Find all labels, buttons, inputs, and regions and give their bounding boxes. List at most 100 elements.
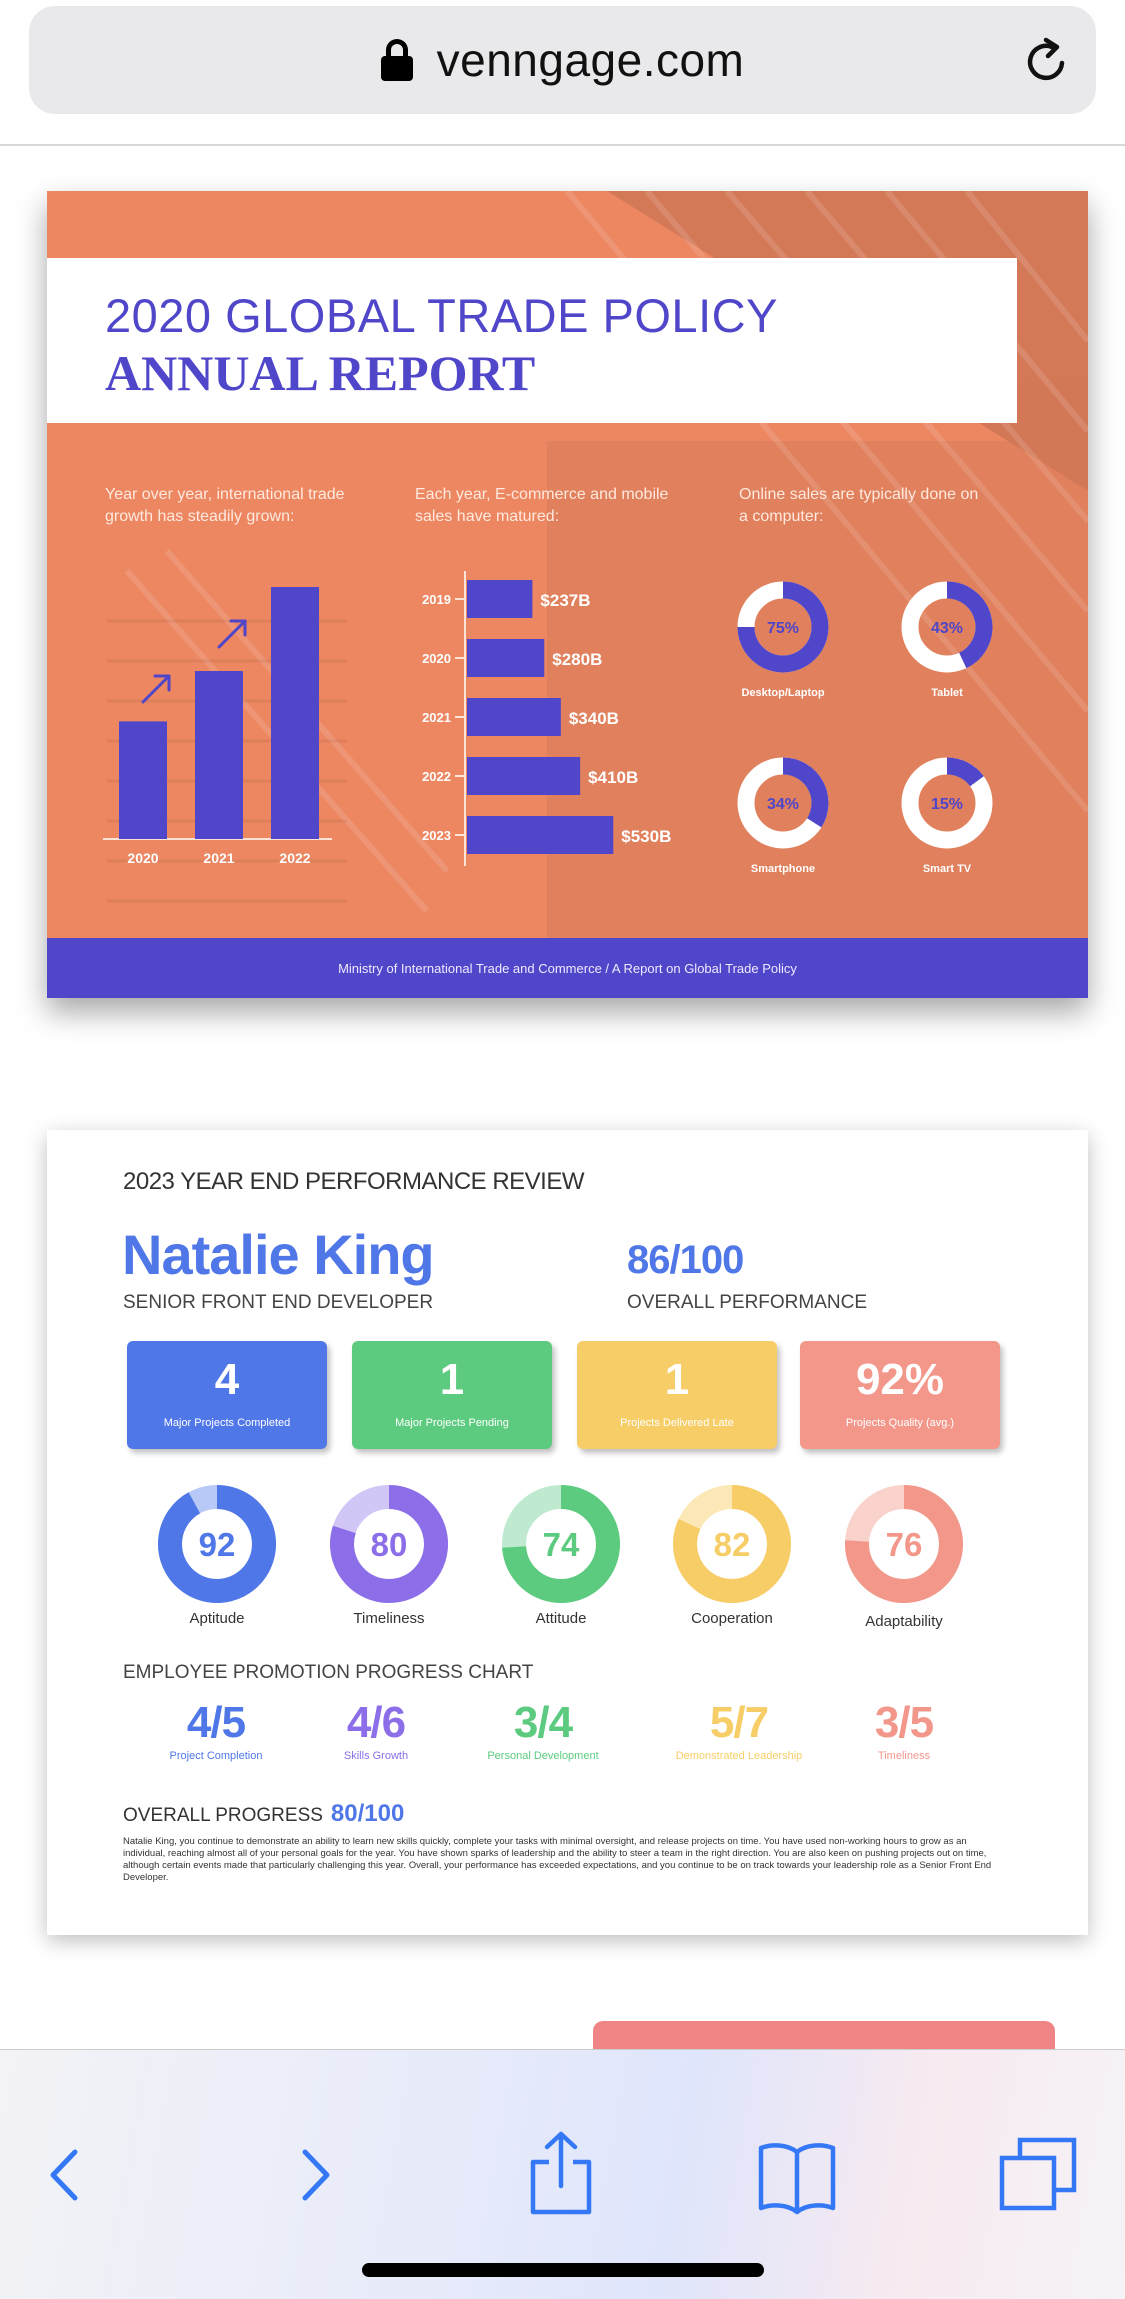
employee-role: SENIOR FRONT END DEVELOPER [123,1292,434,1313]
promo-label: Timeliness [877,1750,931,1762]
browser-top-bar: venngage.com [0,0,1125,146]
hbar-category-label: 2023 [422,828,451,843]
ring-label: Attitude [535,1610,587,1627]
tabs-icon[interactable] [998,2130,1078,2220]
donut-category-label: Smart TV [923,863,972,875]
overall-progress-value: 80/100 [330,1800,405,1827]
url-text[interactable]: venngage.com [436,34,745,86]
promo-value: 4/6 [346,1698,406,1747]
ring-value: 82 [714,1526,751,1563]
report-charts: 2020 2021 2022 2019 $237B 2020 $280B 2021 $340B 2… [103,571,993,875]
ring-progress [330,1485,448,1603]
ring-progress [502,1485,620,1603]
performance-review-infographic[interactable]: 2023 YEAR END PERFORMANCE REVIEW Natalie… [47,1130,1088,1935]
donut-slice [782,757,829,828]
promo-value: 3/4 [513,1698,573,1747]
stat-card: 4 Major Projects Completed [127,1341,327,1449]
stat-value: 4 [214,1355,240,1404]
ring-label: Cooperation [691,1610,773,1627]
donut-value-label: 15% [931,796,963,813]
promo-value: 3/5 [874,1698,934,1747]
overall-score-label: OVERALL PERFORMANCE [627,1292,868,1313]
promo-item: 3/4 Personal Development [458,1698,628,1762]
hbar-category-label: 2022 [422,769,451,784]
bar [119,721,167,839]
reload-icon[interactable] [1022,36,1072,86]
ring-value: 76 [886,1526,923,1563]
hbar-value-label: $410B [588,768,638,787]
skill-rings: 92 80 74 82 76 [158,1485,963,1603]
lock-icon [380,39,413,81]
donut-value-label: 75% [767,620,799,637]
ring-progress [158,1485,276,1603]
trade-policy-infographic[interactable]: 2020 GLOBAL TRADE POLICY ANNUAL REPORT Y… [47,191,1088,998]
hbar-category-label: 2021 [422,710,451,725]
forward-icon[interactable] [275,2130,355,2220]
stat-label: Major Projects Pending [395,1417,509,1429]
promo-item: 4/6 Skills Growth [291,1698,461,1762]
ring-progress [673,1485,791,1603]
donut-category-label: Desktop/Laptop [741,687,824,699]
review-header: 2023 YEAR END PERFORMANCE REVIEW [123,1168,585,1195]
hbar-value-label: $530B [621,827,671,846]
promo-value: 4/5 [186,1698,246,1747]
hbar-value-label: $340B [569,709,619,728]
share-icon[interactable] [521,2130,601,2220]
overall-score: 86/100 [627,1238,744,1282]
report-title-box: 2020 GLOBAL TRADE POLICY ANNUAL REPORT [47,258,1017,423]
growth-arrow-icon [217,619,247,649]
promo-item: 5/7 Demonstrated Leadership [654,1698,824,1762]
stat-label: Projects Delivered Late [620,1417,734,1429]
stat-value: 1 [439,1355,465,1404]
ring-progress [845,1485,963,1603]
promo-label: Project Completion [169,1750,263,1762]
overall-progress: OVERALL PROGRESS 80/100 [123,1800,404,1828]
promo-item: 4/5 Project Completion [131,1698,301,1762]
promo-value: 5/7 [709,1698,769,1747]
ring-label: Adaptability [865,1613,943,1630]
stat-value: 92% [855,1355,945,1404]
bar [195,671,243,839]
browser-bottom-toolbar [0,2049,1125,2299]
review-paragraph: Natalie King, you continue to demonstrat… [123,1836,992,1883]
promo-label: Personal Development [487,1750,599,1762]
back-icon[interactable] [25,2130,105,2220]
hbar [467,816,614,854]
report-subtitle: ANNUAL REPORT [105,345,536,401]
report-footer: Ministry of International Trade and Comm… [47,938,1088,998]
caption-online-sales: Online sales are typically done on a com… [739,486,979,525]
hbar-category-label: 2020 [422,651,451,666]
donut-slice [946,581,993,669]
donut-slice [946,757,984,787]
bar-category-label: 2021 [203,850,234,866]
stat-label: Major Projects Completed [163,1417,291,1429]
hbar-value-label: $280B [552,650,602,669]
home-indicator[interactable] [362,2263,764,2277]
ring-value: 80 [371,1526,408,1563]
address-bar[interactable]: venngage.com [29,6,1096,114]
hbar [467,580,533,618]
promo-label: Demonstrated Leadership [675,1750,803,1762]
caption-trade-growth: Year over year, international trade grow… [105,486,345,525]
donut-category-label: Smartphone [751,863,815,875]
bar-category-label: 2020 [127,850,158,866]
donut-value-label: 34% [767,796,799,813]
stat-card: 1 Projects Delivered Late [577,1341,777,1449]
growth-arrow-icon [141,674,171,704]
stat-label: Projects Quality (avg.) [845,1417,955,1429]
donut-slice [737,581,829,673]
promotion-chart-title: EMPLOYEE PROMOTION PROGRESS CHART [123,1662,534,1683]
hbar-category-label: 2019 [422,592,451,607]
overall-progress-label: OVERALL PROGRESS [123,1805,323,1826]
report-title: 2020 GLOBAL TRADE POLICY [105,289,778,342]
employee-name: Natalie King [122,1223,435,1286]
bar-category-label: 2022 [279,850,310,866]
stat-value: 1 [664,1355,690,1404]
ring-value: 74 [543,1526,580,1563]
caption-ecommerce: Each year, E-commerce and mobile sales h… [415,486,669,525]
bookmarks-icon[interactable] [757,2130,837,2220]
bar [271,587,319,839]
hbar [467,639,545,677]
hbar-value-label: $237B [540,591,590,610]
stat-card: 1 Major Projects Pending [352,1341,552,1449]
